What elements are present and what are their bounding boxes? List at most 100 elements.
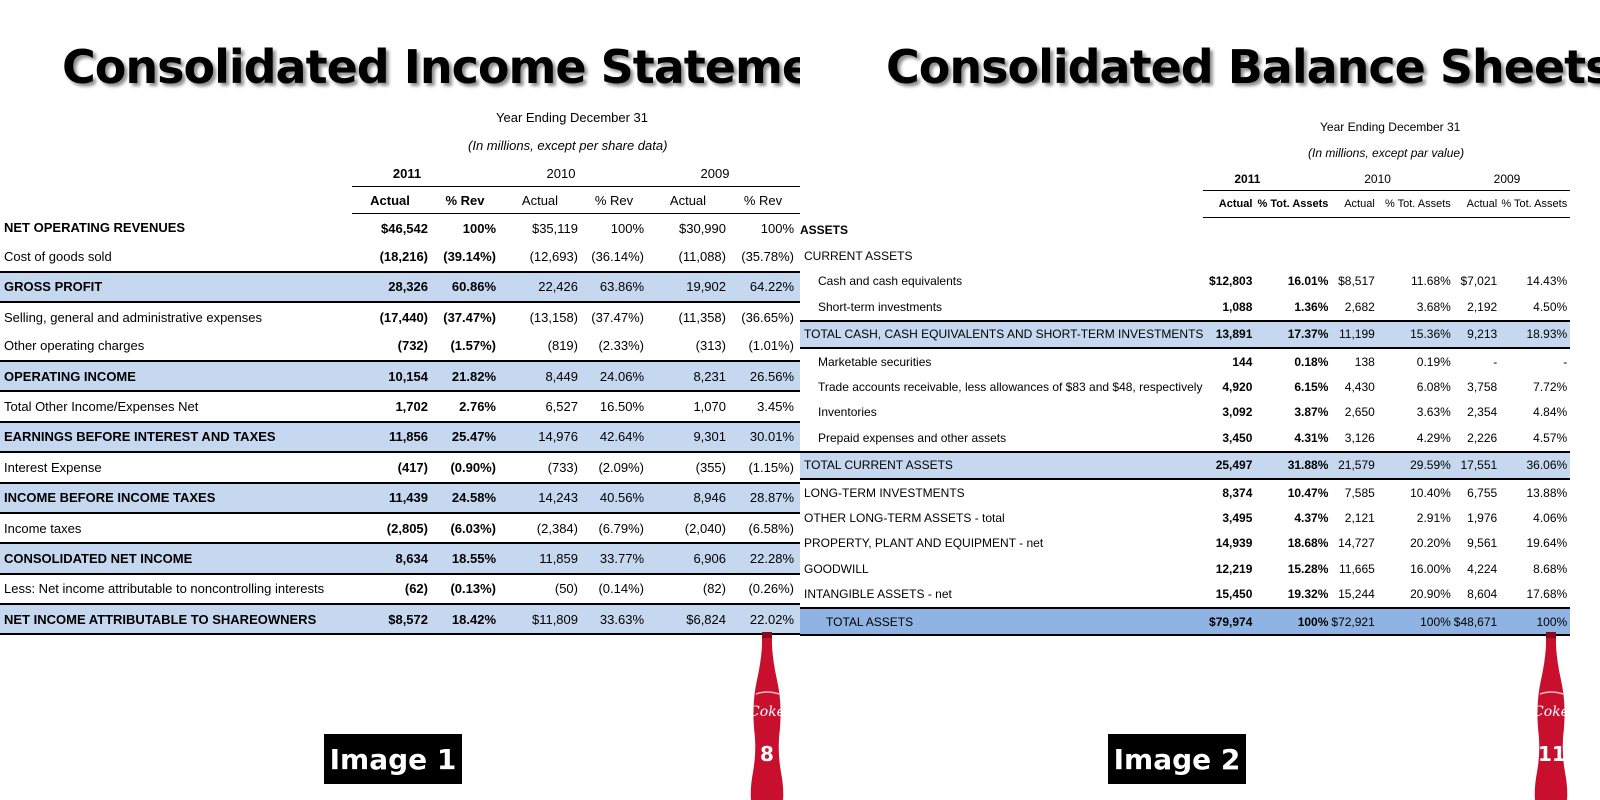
cell-value: 11,665 bbox=[1338, 561, 1375, 576]
cell-value: 100% bbox=[760, 220, 794, 236]
cell-value: 10.40% bbox=[1377, 477, 1454, 506]
cell-value: (6.79%) bbox=[584, 511, 650, 544]
cell-value: 63.86% bbox=[584, 270, 650, 303]
table-row: TOTAL ASSETS $79,974 100% $72,921 100% $48,67… bbox=[800, 606, 1571, 637]
cell-value: 3,092 bbox=[1222, 405, 1253, 420]
table-row: Cash and cash equivalents $12,803 16.01% $8… bbox=[800, 269, 1570, 294]
cell-value bbox=[1454, 243, 1500, 268]
cell-value: 60.86% bbox=[434, 270, 502, 303]
cell-value: 13,891 bbox=[1203, 319, 1256, 348]
balance-sheet-panel: Consolidated Balance Sheets Year Ending … bbox=[800, 0, 1600, 800]
cell-value: 14,939 bbox=[1215, 536, 1253, 551]
cell-value: 16.00% bbox=[1410, 561, 1451, 576]
cell-value: 18.93% bbox=[1500, 319, 1571, 348]
cell-value bbox=[1255, 218, 1331, 244]
cell-value: 36.06% bbox=[1500, 450, 1571, 479]
row-label: Inventories bbox=[818, 405, 877, 420]
balance-sheet-title: Consolidated Balance Sheets bbox=[886, 40, 1600, 94]
row-label: TOTAL ASSETS bbox=[800, 606, 1204, 637]
row-label: NET OPERATING REVENUES bbox=[4, 220, 186, 236]
cell-value: 9,301 bbox=[650, 420, 732, 453]
row-label: ASSETS bbox=[800, 223, 849, 238]
cell-value: 19.64% bbox=[1526, 536, 1568, 551]
year-header: 2010 bbox=[1364, 172, 1391, 186]
row-label: Cost of goods sold bbox=[4, 249, 112, 265]
cell-value: 22,426 bbox=[502, 270, 584, 303]
page-number: 11 bbox=[1538, 742, 1566, 766]
cell-value: $8,572 bbox=[352, 603, 434, 636]
cell-value: 1,976 bbox=[1467, 510, 1498, 525]
cell-value: 25.47% bbox=[434, 420, 502, 453]
cell-value: 20.20% bbox=[1410, 536, 1451, 551]
cell-value: 14,727 bbox=[1338, 536, 1375, 551]
cell-value: 18.55% bbox=[434, 542, 502, 574]
row-label: PROPERTY, PLANT AND EQUIPMENT - net bbox=[804, 536, 1044, 551]
table-row: OTHER LONG-TERM ASSETS - total 3,495 4.37%… bbox=[800, 505, 1570, 530]
cell-value: 15,450 bbox=[1215, 587, 1253, 602]
cell-value: 11,439 bbox=[352, 481, 434, 513]
cell-value: (2.33%) bbox=[598, 338, 644, 354]
row-label: INCOME BEFORE INCOME TAXES bbox=[0, 481, 352, 513]
cell-value: 17.68% bbox=[1526, 587, 1568, 602]
cell-value: (2,384) bbox=[502, 511, 584, 544]
table-row: Cost of goods sold (18,216) (39.14%) (12,69… bbox=[0, 242, 800, 271]
cell-value: 100% bbox=[1377, 606, 1454, 637]
cell-value: 22.02% bbox=[732, 603, 800, 636]
cell-value: 138 bbox=[1331, 346, 1378, 375]
cell-value: $11,809 bbox=[502, 603, 584, 636]
table-row: Selling, general and administrative expe… bbox=[0, 301, 800, 332]
cell-value: 19,902 bbox=[650, 270, 732, 303]
cell-value: 100% bbox=[462, 220, 496, 236]
cell-value: 1,702 bbox=[352, 390, 434, 422]
cell-value: 2.76% bbox=[434, 390, 502, 422]
svg-text:Coke: Coke bbox=[750, 704, 784, 720]
cell-value: (6.03%) bbox=[434, 511, 502, 544]
cell-value: (1.57%) bbox=[450, 338, 496, 354]
cell-value: 14,976 bbox=[502, 420, 584, 453]
cell-value: 14,243 bbox=[502, 481, 584, 513]
cell-value: 33.63% bbox=[584, 603, 650, 636]
row-label: GROSS PROFIT bbox=[0, 270, 352, 303]
cell-value: 42.64% bbox=[584, 420, 650, 453]
year-header: 2011 bbox=[1234, 172, 1261, 186]
cell-value: 4.50% bbox=[1533, 299, 1568, 314]
cell-value: $7,021 bbox=[1460, 274, 1498, 289]
table-row: Other operating charges (732) (1.57%) (819)… bbox=[0, 332, 800, 361]
income-statement-table: 2011 2010 2009 Actual % Rev Actual % Rev… bbox=[0, 160, 800, 636]
cell-value: 31.88% bbox=[1255, 450, 1332, 479]
cell-value: 2,682 bbox=[1344, 299, 1375, 314]
table-row: INTANGIBLE ASSETS - net 15,450 19.32% 15,24… bbox=[800, 581, 1570, 607]
cell-value: 18.68% bbox=[1287, 536, 1329, 551]
cell-value: 25,497 bbox=[1203, 450, 1256, 479]
cell-value bbox=[1203, 218, 1255, 244]
cell-value: 7.72% bbox=[1533, 380, 1568, 395]
table-row: PROPERTY, PLANT AND EQUIPMENT - net 14,93… bbox=[800, 531, 1570, 556]
cell-value: 10,154 bbox=[352, 359, 434, 392]
cell-value: 17,551 bbox=[1453, 450, 1501, 479]
cell-value: 4.57% bbox=[1533, 430, 1568, 445]
cell-value: (0.14%) bbox=[584, 572, 650, 605]
table-row: Less: Net income attributable to noncont… bbox=[0, 572, 800, 605]
cell-value: 100% bbox=[1500, 606, 1571, 637]
cell-value: 21.82% bbox=[434, 359, 502, 392]
cell-value: 11.68% bbox=[1410, 274, 1451, 289]
cell-value: (0.13%) bbox=[434, 572, 502, 605]
cell-value: 2,354 bbox=[1467, 405, 1498, 420]
row-label: OTHER LONG-TERM ASSETS - total bbox=[804, 510, 1005, 525]
cell-value: (313) bbox=[695, 338, 726, 354]
row-label: CONSOLIDATED NET INCOME bbox=[0, 542, 352, 574]
cell-value: 15.36% bbox=[1377, 319, 1454, 348]
cell-value: (12,693) bbox=[529, 249, 578, 265]
cell-value: 30.01% bbox=[732, 420, 800, 453]
table-row: Marketable securities 144 0.18% 138 0.19% - - bbox=[800, 346, 1571, 375]
cell-value: 3,126 bbox=[1344, 430, 1375, 445]
cell-value: $48,671 bbox=[1453, 606, 1501, 637]
cell-value bbox=[1331, 218, 1377, 244]
cell-value: 28.87% bbox=[732, 481, 800, 513]
cell-value bbox=[1203, 243, 1255, 268]
cell-value: (2,040) bbox=[650, 511, 732, 544]
row-label: OPERATING INCOME bbox=[0, 359, 352, 392]
income-statement-panel: Consolidated Income Statements Year Endi… bbox=[0, 40, 800, 800]
cell-value: 10.47% bbox=[1255, 477, 1332, 506]
cell-value: 3.63% bbox=[1416, 405, 1451, 420]
